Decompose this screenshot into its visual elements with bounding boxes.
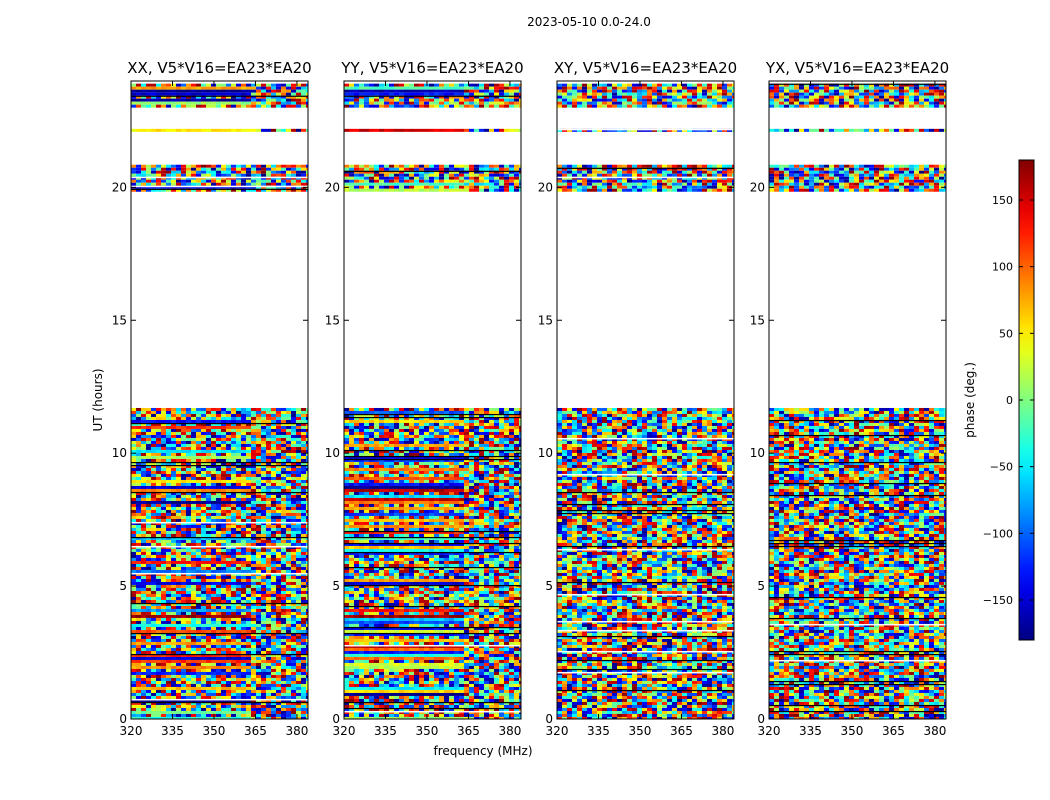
y-tick-label: 0 [757,712,765,726]
y-tick-label: 20 [538,180,553,194]
y-tick-label: 15 [750,313,765,327]
y-tick-label: 20 [750,180,765,194]
panel-frame [343,80,522,720]
y-tick-label: 5 [332,579,340,593]
x-tick-label: 365 [882,724,905,738]
y-tick-label: 0 [332,712,340,726]
y-tick-label: 5 [757,579,765,593]
x-tick-label: 335 [161,724,184,738]
colorbar-tick-label: −100 [983,527,1013,540]
y-tick-label: 15 [538,313,553,327]
panels-group: 320 335 350 365 380 0 5 10 15 20 XX, V5*V16=EA23*E… [112,59,949,738]
panel-title: XX, V5*V16=EA23*EA20 [127,59,311,77]
x-tick-label: 350 [841,724,864,738]
x-tick-label: 365 [244,724,267,738]
x-tick-label: 350 [629,724,652,738]
panel-yy: 320 335 350 365 380 0 5 10 15 20 YY, V5*V16=EA23*E… [325,59,524,738]
y-tick-label: 15 [325,313,340,327]
x-tick-label: 320 [120,724,143,738]
x-tick-label: 320 [546,724,569,738]
y-tick-label: 10 [750,446,765,460]
x-tick-label: 380 [923,724,946,738]
panel-frame [768,80,947,720]
x-tick-label: 350 [416,724,439,738]
y-tick-label: 10 [112,446,127,460]
colorbar-tick-label: 100 [992,261,1013,274]
y-tick-label: 5 [119,579,127,593]
panel-title: XY, V5*V16=EA23*EA20 [554,59,737,77]
y-tick-label: 10 [325,446,340,460]
colorbar: −150 −100 −50 0 50 100 150 phase (deg.) [963,159,1035,641]
x-tick-label: 335 [799,724,822,738]
x-tick-label: 365 [670,724,693,738]
colorbar-tick-label: −150 [983,594,1013,607]
y-tick-label: 20 [325,180,340,194]
phase-data-image [131,83,308,719]
x-tick-label: 335 [587,724,610,738]
y-tick-label: 5 [545,579,553,593]
colorbar-label: phase (deg.) [963,362,977,438]
panel-xx: 320 335 350 365 380 0 5 10 15 20 XX, V5*V16=EA23*E… [112,59,312,738]
x-tick-label: 335 [374,724,397,738]
x-tick-label: 350 [203,724,226,738]
phase-data-image [344,83,521,719]
phase-data-image [769,83,946,719]
y-tick-label: 15 [112,313,127,327]
x-tick-label: 380 [711,724,734,738]
y-tick-label: 10 [538,446,553,460]
y-tick-label: 0 [545,712,553,726]
x-tick-label: 320 [333,724,356,738]
panel-yx: 320 335 350 365 380 0 5 10 15 20 YX, V5*V16=EA23*E… [750,59,949,738]
x-tick-label: 380 [285,724,308,738]
panel-xy: 320 335 350 365 380 0 5 10 15 20 XY, V5*V16=EA23*E… [538,59,737,738]
x-tick-label: 365 [457,724,480,738]
x-tick-label: 320 [758,724,781,738]
colorbar-tick-label: 0 [1006,394,1013,407]
colorbar-tick-label: 50 [999,327,1013,340]
panel-frame [556,80,735,720]
y-tick-label: 0 [119,712,127,726]
colorbar-tick-label: 150 [992,194,1013,207]
panel-frame [130,80,309,720]
panel-title: YY, V5*V16=EA23*EA20 [340,59,523,77]
phase-data-image [557,83,734,719]
y-axis-label: UT (hours) [91,368,105,431]
x-tick-label: 380 [498,724,521,738]
panel-title: YX, V5*V16=EA23*EA20 [765,59,949,77]
figure-title: 2023-05-10 0.0-24.0 [527,15,651,29]
colorbar-tick-label: −50 [990,461,1013,474]
x-axis-label: frequency (MHz) [433,744,532,758]
y-tick-label: 20 [112,180,127,194]
